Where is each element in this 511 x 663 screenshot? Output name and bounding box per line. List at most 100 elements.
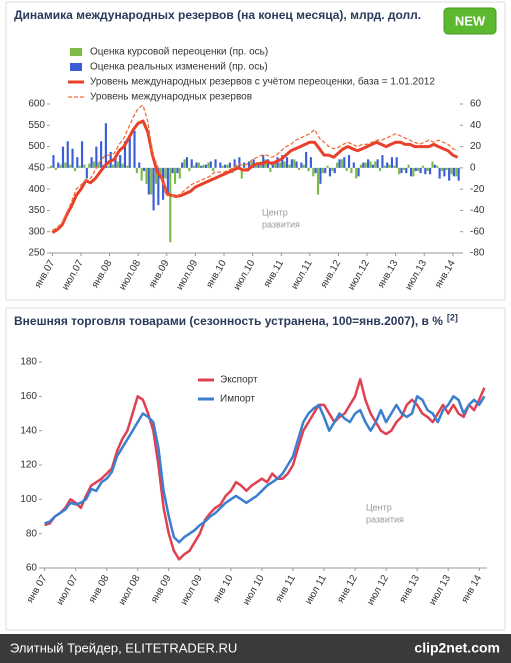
bar — [69, 164, 72, 168]
bar — [219, 162, 222, 168]
bar — [450, 167, 453, 175]
bar — [431, 161, 434, 168]
bar — [340, 159, 343, 168]
bar — [140, 167, 143, 181]
bar — [195, 162, 198, 168]
line — [51, 119, 459, 234]
bar — [398, 167, 401, 175]
bar — [350, 167, 353, 174]
bar — [440, 167, 444, 172]
bar — [169, 167, 172, 243]
bar — [400, 167, 403, 174]
line — [44, 395, 486, 544]
bar — [171, 167, 174, 174]
y-tick-label: 350 — [28, 205, 45, 216]
bar — [164, 167, 167, 179]
bar — [83, 164, 86, 168]
bar — [331, 167, 334, 172]
panel — [5, 1, 506, 301]
bar — [271, 162, 274, 168]
y-tick-label: 250 — [28, 248, 45, 259]
bar — [116, 161, 119, 168]
bar — [326, 165, 329, 168]
bar — [405, 167, 408, 174]
y2-tick-label: 20 — [470, 141, 482, 152]
bar — [202, 164, 205, 168]
bar — [367, 159, 370, 168]
bar — [338, 159, 341, 168]
bar — [309, 157, 312, 168]
bar — [204, 164, 208, 168]
bar — [319, 167, 322, 184]
bar — [85, 167, 88, 179]
bar — [343, 157, 346, 168]
bar — [457, 167, 460, 181]
bar — [66, 141, 69, 168]
bar — [240, 167, 243, 179]
legend-label: Импорт — [220, 394, 255, 405]
bar — [429, 167, 432, 175]
bar — [92, 161, 96, 168]
legend-swatch — [70, 48, 82, 56]
title-note: [2] — [447, 312, 458, 322]
bar — [76, 157, 79, 168]
panel — [5, 307, 506, 631]
bar — [419, 167, 422, 174]
watermark: Центр — [366, 502, 392, 512]
bar — [147, 167, 150, 195]
bar — [381, 155, 384, 168]
bar — [233, 159, 236, 168]
bar — [314, 167, 317, 174]
bar — [176, 167, 179, 174]
new-badge[interactable] — [443, 7, 497, 35]
y2-tick-label: 0 — [470, 162, 476, 173]
legend-label: Оценка курсовой переоценки (пр. ось) — [90, 47, 268, 58]
legend-label: Уровень международных резервов — [90, 92, 252, 103]
bar — [293, 159, 296, 168]
bar — [362, 162, 365, 168]
bar — [417, 167, 420, 172]
bar — [181, 162, 184, 168]
y2-tick-label: -40 — [470, 205, 485, 216]
bar — [262, 155, 265, 168]
bar — [369, 161, 372, 168]
bar — [452, 167, 455, 177]
bar — [90, 157, 93, 168]
y-tick-label: 100 — [20, 494, 37, 505]
bar — [119, 155, 122, 168]
bar — [305, 151, 308, 168]
y-tick-label: 600 — [28, 99, 45, 110]
bar — [221, 165, 224, 168]
bar — [274, 162, 277, 168]
bar — [235, 165, 239, 168]
bar — [443, 167, 446, 177]
y-tick-label: 180 — [20, 357, 37, 368]
bar — [316, 167, 320, 195]
y-tick-label: 80 — [26, 528, 38, 539]
bar — [426, 167, 429, 172]
bar — [364, 162, 367, 168]
bar — [321, 167, 324, 174]
bar — [59, 164, 62, 168]
bar — [157, 167, 160, 206]
bar — [107, 165, 110, 168]
bar — [135, 167, 138, 174]
legend-label: Оценка реальных изменений (пр. ось) — [90, 62, 268, 73]
bar — [288, 164, 291, 168]
y-tick-label: 550 — [28, 120, 45, 131]
watermark: Центр — [262, 207, 288, 217]
bar — [178, 167, 181, 179]
y-tick-label: 60 — [26, 563, 38, 574]
bar — [173, 167, 177, 184]
footer-logo: clip2net.com — [414, 640, 500, 656]
bar — [336, 162, 339, 168]
bar — [121, 163, 124, 168]
legend-label: Уровень международных резервов с учётом … — [90, 76, 435, 88]
bar — [61, 146, 65, 168]
bar — [345, 167, 348, 172]
bar — [307, 167, 310, 172]
bar — [212, 167, 215, 172]
bar — [80, 141, 84, 168]
bar — [150, 167, 153, 195]
bar — [152, 167, 155, 211]
